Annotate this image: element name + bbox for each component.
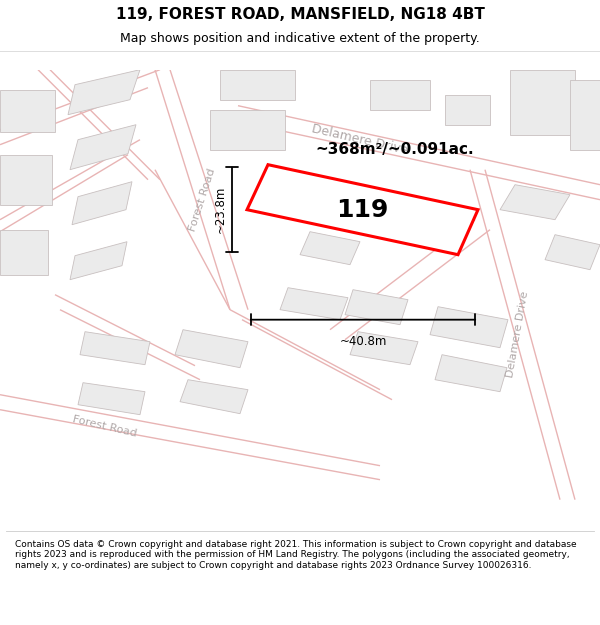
- Polygon shape: [350, 332, 418, 364]
- Polygon shape: [72, 182, 132, 224]
- Polygon shape: [430, 307, 508, 348]
- Polygon shape: [280, 288, 348, 319]
- Polygon shape: [545, 234, 600, 270]
- Text: Delamere Drive: Delamere Drive: [311, 122, 409, 157]
- Text: Forest Road: Forest Road: [72, 414, 138, 439]
- Text: Forest Road: Forest Road: [187, 167, 217, 232]
- Polygon shape: [285, 185, 375, 224]
- Text: 119: 119: [337, 198, 389, 222]
- Text: ~23.8m: ~23.8m: [214, 186, 227, 233]
- Polygon shape: [70, 125, 136, 169]
- Polygon shape: [220, 69, 295, 99]
- Polygon shape: [68, 69, 140, 115]
- Polygon shape: [78, 382, 145, 414]
- Polygon shape: [0, 89, 55, 132]
- Polygon shape: [300, 232, 360, 265]
- Text: Delamere Drive: Delamere Drive: [505, 291, 530, 379]
- Polygon shape: [445, 94, 490, 125]
- Polygon shape: [210, 110, 285, 149]
- Polygon shape: [500, 185, 570, 219]
- Polygon shape: [345, 290, 408, 325]
- Polygon shape: [0, 154, 52, 205]
- Polygon shape: [80, 332, 150, 364]
- Polygon shape: [247, 164, 478, 255]
- Polygon shape: [180, 379, 248, 414]
- Polygon shape: [175, 330, 248, 367]
- Polygon shape: [570, 79, 600, 149]
- Polygon shape: [70, 242, 127, 280]
- Polygon shape: [510, 69, 575, 134]
- Text: Map shows position and indicative extent of the property.: Map shows position and indicative extent…: [120, 32, 480, 45]
- Polygon shape: [435, 355, 507, 392]
- Text: Contains OS data © Crown copyright and database right 2021. This information is : Contains OS data © Crown copyright and d…: [15, 540, 577, 569]
- Polygon shape: [370, 79, 430, 110]
- Text: ~40.8m: ~40.8m: [340, 335, 386, 348]
- Text: ~368m²/~0.091ac.: ~368m²/~0.091ac.: [316, 142, 475, 157]
- Polygon shape: [0, 229, 48, 275]
- Text: 119, FOREST ROAD, MANSFIELD, NG18 4BT: 119, FOREST ROAD, MANSFIELD, NG18 4BT: [116, 7, 484, 22]
